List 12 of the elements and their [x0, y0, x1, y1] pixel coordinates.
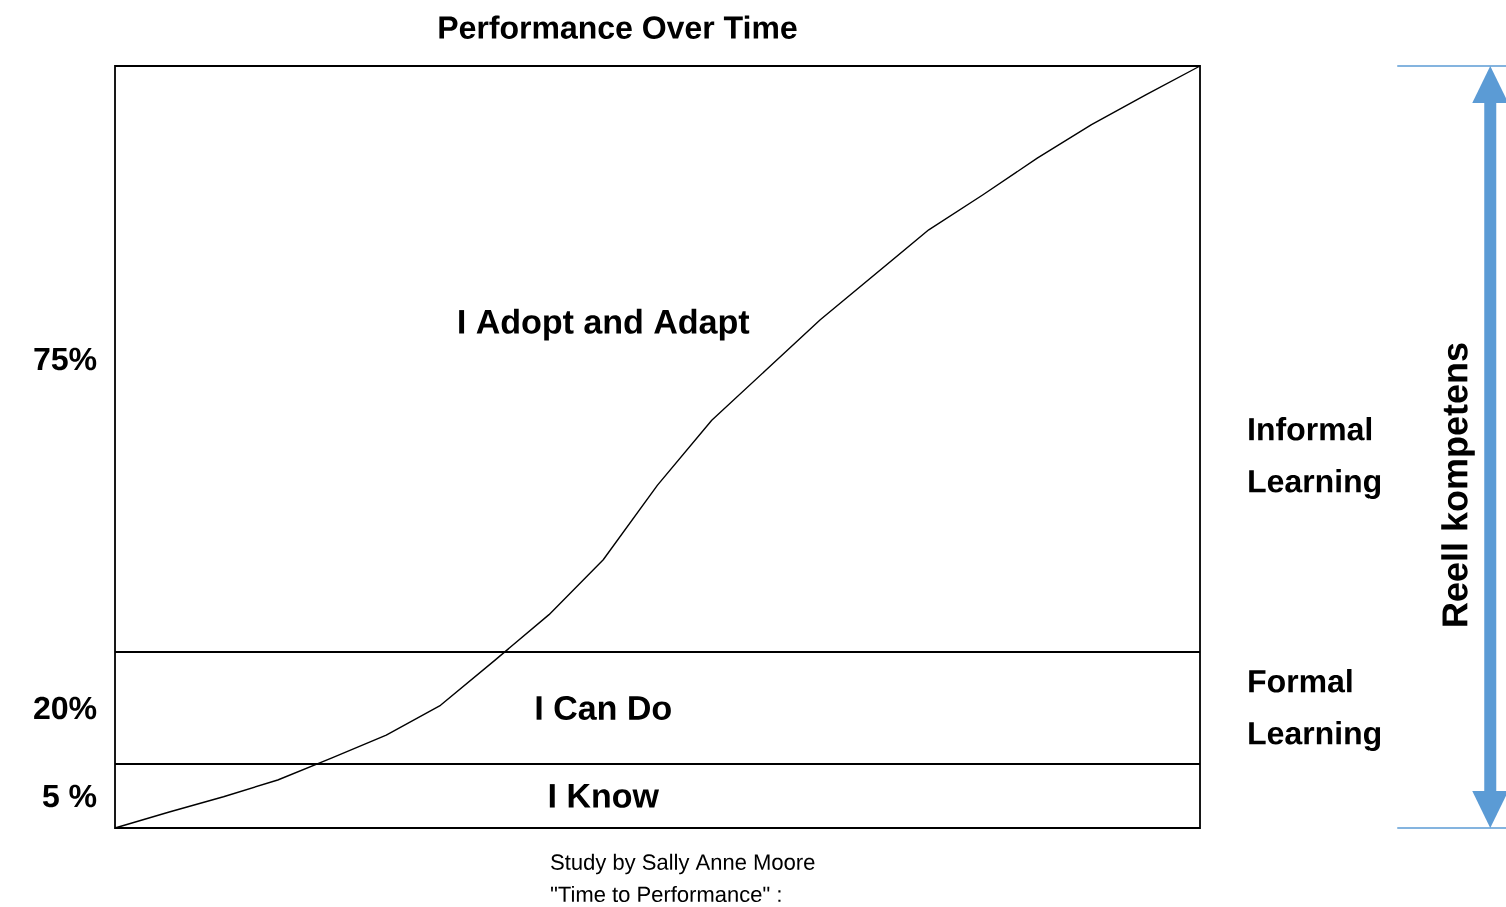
text: "Time to Performance" :	[551, 885, 781, 903]
text: Reell kompetens	[1441, 343, 1475, 626]
text: Study by Sally Anne Moore	[551, 853, 815, 875]
text: 5 %	[42, 784, 97, 808]
annotation: I Know	[549, 784, 660, 808]
text: Informal Learning	[1249, 417, 1381, 499]
annotation: I Adopt and Adapt	[459, 308, 750, 341]
annotation: I Can Do	[536, 695, 671, 721]
text: 75%	[34, 347, 97, 371]
text: Formal Learning	[1249, 669, 1381, 751]
text: 20%	[34, 696, 97, 720]
chart-title: Performance Over Time	[439, 15, 797, 39]
